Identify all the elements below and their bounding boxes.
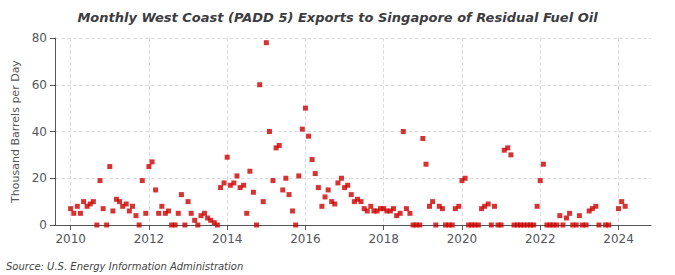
svg-text:2020: 2020 [447, 232, 478, 246]
svg-text:2022: 2022 [525, 232, 556, 246]
svg-text:0: 0 [39, 218, 47, 232]
svg-text:2012: 2012 [134, 232, 165, 246]
svg-text:80: 80 [32, 31, 47, 45]
svg-text:40: 40 [32, 125, 47, 139]
svg-text:2016: 2016 [290, 232, 321, 246]
svg-text:60: 60 [32, 78, 47, 92]
svg-text:2010: 2010 [55, 232, 86, 246]
svg-text:2014: 2014 [212, 232, 243, 246]
svg-text:Monthly West Coast (PADD 5) Ex: Monthly West Coast (PADD 5) Exports to S… [77, 10, 598, 25]
svg-text:2024: 2024 [603, 232, 634, 246]
svg-text:20: 20 [32, 171, 47, 185]
svg-text:Thousand Barrels per Day: Thousand Barrels per Day [9, 60, 22, 204]
svg-text:2018: 2018 [368, 232, 399, 246]
svg-text:Source: U.S. Energy Informatio: Source: U.S. Energy Information Administ… [6, 261, 243, 272]
